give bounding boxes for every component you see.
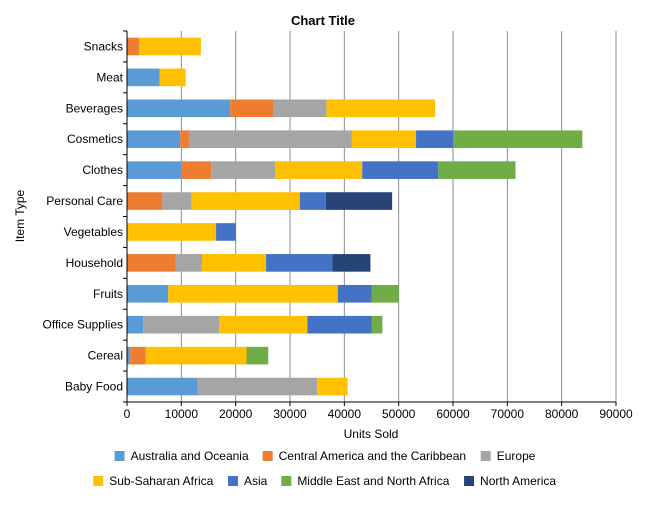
bar-segment bbox=[181, 161, 212, 179]
y-tick-label: Snacks bbox=[84, 39, 123, 53]
legend-label: Sub-Saharan Africa bbox=[109, 474, 213, 488]
bar-segment bbox=[273, 99, 327, 118]
bar-segment bbox=[127, 192, 163, 210]
legend: Australia and Oceania Central America and… bbox=[93, 449, 556, 488]
x-axis-title: Units Sold bbox=[344, 427, 399, 441]
y-axis-title: Item Type bbox=[13, 189, 27, 242]
bar-segment bbox=[191, 192, 300, 210]
bar-segment bbox=[307, 315, 372, 334]
bar-segment bbox=[325, 192, 393, 210]
bar-segment bbox=[127, 315, 144, 334]
axes bbox=[123, 30, 617, 406]
bar-segment bbox=[127, 223, 217, 241]
chart-title: Chart Title bbox=[291, 13, 355, 28]
legend-swatch bbox=[480, 451, 491, 461]
bar-segment bbox=[168, 284, 338, 303]
bar-segment bbox=[127, 284, 169, 303]
bar-segment bbox=[216, 223, 236, 241]
bar-segment bbox=[143, 315, 220, 334]
gridlines bbox=[180, 31, 617, 402]
bar-segment bbox=[211, 161, 276, 179]
bar-segment bbox=[127, 130, 181, 149]
x-tick-labels: 0 10000 20000 30000 40000 50000 60000 70000 8000… bbox=[124, 407, 633, 421]
bar-segment bbox=[127, 99, 231, 118]
bar-segment bbox=[326, 99, 436, 118]
bar-segment bbox=[127, 254, 176, 272]
y-tick-label: Fruits bbox=[93, 287, 123, 301]
y-tick-label: Cereal bbox=[88, 349, 123, 363]
bar-segment bbox=[351, 130, 417, 149]
bar-segment bbox=[188, 130, 352, 149]
bar-segment bbox=[219, 315, 308, 334]
x-tick-label: 0 bbox=[124, 407, 131, 421]
bar-segment bbox=[299, 192, 326, 210]
y-tick-label: Baby Food bbox=[65, 380, 123, 394]
legend-label: North America bbox=[480, 474, 556, 488]
bar-segment bbox=[130, 346, 146, 365]
bar-segment bbox=[317, 377, 348, 396]
x-tick-label: 20000 bbox=[219, 407, 253, 421]
bar-segment bbox=[127, 161, 182, 179]
legend-label: Asia bbox=[244, 474, 268, 488]
bar-segment bbox=[127, 68, 160, 87]
bar-segment bbox=[175, 254, 202, 272]
bar-segment bbox=[162, 192, 192, 210]
legend-label: Middle East and North Africa bbox=[297, 474, 449, 488]
y-tick-label: Office Supplies bbox=[43, 318, 124, 332]
legend-swatch bbox=[93, 476, 104, 486]
bar-segment bbox=[266, 254, 333, 272]
bar-segment bbox=[197, 377, 318, 396]
x-tick-label: 30000 bbox=[273, 407, 307, 421]
bar-segment bbox=[438, 161, 516, 179]
bar-segment bbox=[416, 130, 453, 149]
y-tick-label: Cosmetics bbox=[67, 132, 123, 146]
bar-segment bbox=[145, 346, 247, 365]
legend-swatch bbox=[281, 476, 292, 486]
x-tick-label: 50000 bbox=[382, 407, 416, 421]
legend-label: Central America and the Caribbean bbox=[279, 449, 466, 463]
legend-swatch bbox=[227, 476, 238, 486]
bar-segment bbox=[127, 37, 139, 56]
x-tick-label: 10000 bbox=[165, 407, 199, 421]
bars bbox=[127, 37, 583, 396]
bar-segment bbox=[332, 254, 371, 272]
x-tick-label: 60000 bbox=[436, 407, 470, 421]
bar-segment bbox=[371, 284, 399, 303]
y-tick-label: Beverages bbox=[66, 101, 123, 115]
y-tick-label: Household bbox=[66, 256, 123, 270]
bar-segment bbox=[159, 68, 186, 87]
x-tick-label: 70000 bbox=[491, 407, 525, 421]
bar-segment bbox=[201, 254, 267, 272]
bar-segment bbox=[371, 315, 383, 334]
bar-segment bbox=[362, 161, 439, 179]
y-tick-labels: Snacks Meat Beverages Cosmetics Clothes Perso… bbox=[43, 39, 124, 393]
bar-segment bbox=[180, 130, 189, 149]
legend-swatch bbox=[262, 451, 273, 461]
bar-segment bbox=[246, 346, 269, 365]
bar-segment bbox=[453, 130, 583, 149]
x-tick-label: 40000 bbox=[328, 407, 362, 421]
x-tick-label: 90000 bbox=[599, 407, 633, 421]
bar-segment bbox=[127, 346, 131, 365]
bar-segment bbox=[275, 161, 363, 179]
bar-segment bbox=[127, 377, 198, 396]
bar-segment bbox=[230, 99, 274, 118]
bar-segment bbox=[337, 284, 372, 303]
y-tick-label: Vegetables bbox=[64, 225, 123, 239]
x-tick-label: 80000 bbox=[545, 407, 579, 421]
y-tick-label: Meat bbox=[96, 70, 123, 84]
legend-swatch bbox=[464, 476, 475, 486]
legend-swatch bbox=[114, 451, 125, 461]
legend-label: Europe bbox=[497, 449, 536, 463]
legend-label: Australia and Oceania bbox=[131, 449, 249, 463]
y-tick-label: Personal Care bbox=[46, 194, 123, 208]
bar-segment bbox=[138, 37, 201, 56]
y-tick-label: Clothes bbox=[82, 163, 123, 177]
